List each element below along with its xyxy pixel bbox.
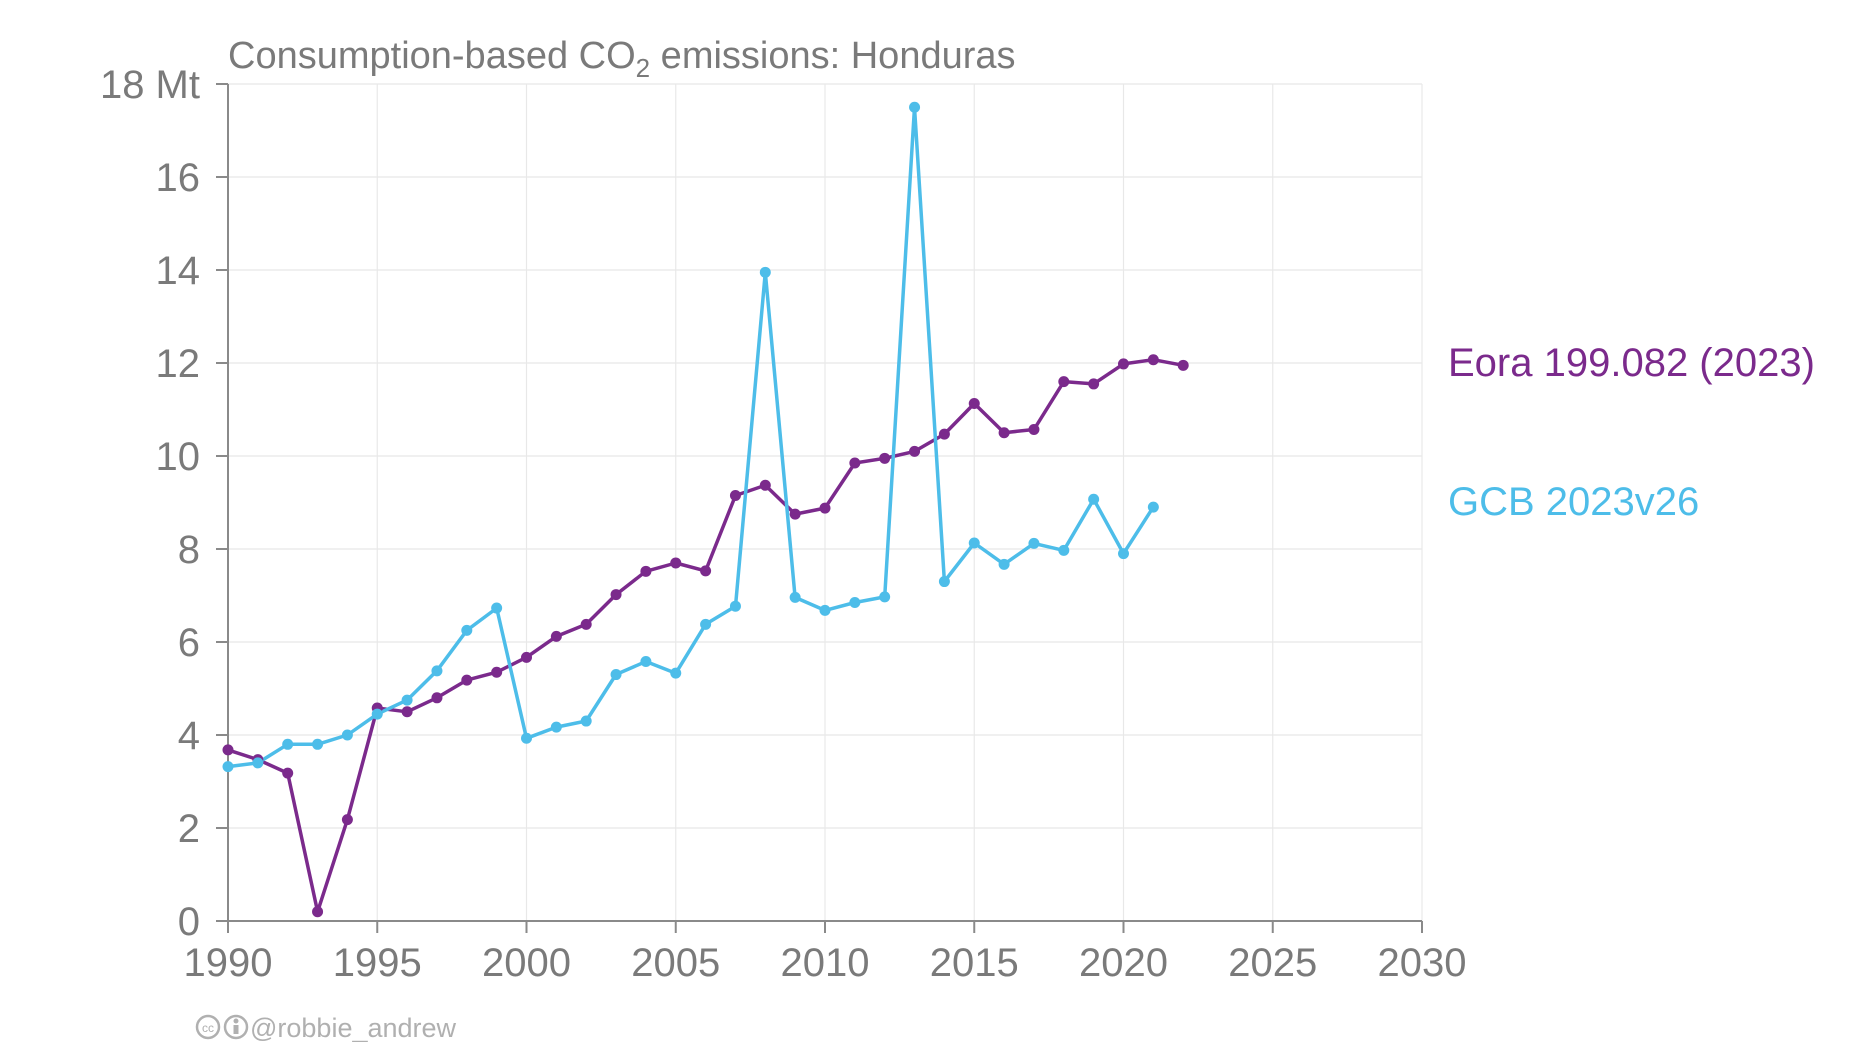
data-point [431, 692, 443, 704]
data-point [1147, 501, 1159, 513]
data-point [312, 738, 324, 750]
data-point [461, 624, 473, 636]
grid [228, 83, 1423, 921]
data-point [879, 452, 891, 464]
data-point [789, 591, 801, 603]
data-point [491, 666, 503, 678]
y-tick-label: 16 [156, 156, 201, 200]
data-point [968, 537, 980, 549]
data-point [1177, 359, 1189, 371]
data-point [401, 706, 413, 718]
data-point [700, 618, 712, 630]
series-label-gcb: GCB 2023v26 [1448, 480, 1699, 524]
data-point [341, 814, 353, 826]
x-tick-label: 1990 [184, 941, 273, 985]
data-point [1028, 537, 1040, 549]
data-point [521, 651, 532, 663]
cc-icon: cc [195, 1014, 221, 1040]
data-point [670, 557, 682, 569]
data-point [1118, 358, 1129, 370]
data-point [1028, 423, 1040, 435]
data-point [640, 656, 652, 668]
data-point [371, 708, 383, 720]
series-line-1 [227, 105, 1155, 769]
y-tick-label: 2 [178, 807, 200, 851]
data-point [1058, 544, 1070, 556]
chart-title: Consumption-based CO2 emissions: Hondura… [228, 35, 1016, 83]
data-point [580, 618, 592, 630]
y-tick-label: 6 [178, 621, 200, 665]
data-point [938, 576, 950, 588]
data-point [670, 667, 682, 679]
y-tick-label: 10 [156, 435, 201, 479]
data-point [819, 604, 831, 616]
data-point [282, 738, 294, 750]
data-point [849, 596, 861, 608]
data-point [1147, 354, 1159, 366]
data-point [222, 761, 234, 773]
x-tick-label: 2000 [482, 941, 571, 985]
series-points [222, 101, 1189, 918]
data-point [968, 397, 980, 409]
data-point [282, 767, 294, 779]
data-point [431, 665, 443, 677]
data-point [401, 694, 413, 706]
data-point [222, 744, 234, 756]
x-tick-label: 1995 [333, 941, 422, 985]
data-point [729, 490, 741, 502]
x-tick-label: 2005 [631, 941, 720, 985]
y-tick-label: 14 [156, 249, 201, 293]
data-point [1088, 378, 1100, 390]
data-point [998, 427, 1010, 439]
data-point [640, 565, 652, 577]
y-tick-label: 12 [156, 342, 201, 386]
data-point [580, 715, 592, 727]
series-lines [227, 105, 1184, 914]
data-point [341, 729, 353, 741]
data-point [729, 600, 741, 612]
data-point [909, 445, 921, 457]
data-point [700, 565, 712, 577]
data-point [252, 757, 264, 769]
data-point [998, 558, 1010, 570]
x-tick-label: 2015 [930, 941, 1019, 985]
credit: cc @robbie_andrew [195, 1013, 457, 1042]
data-point [759, 479, 771, 491]
series-label-eora: Eora 199.082 (2023) [1448, 341, 1815, 385]
data-point [759, 266, 771, 278]
data-point [1118, 548, 1129, 560]
svg-text:cc: cc [202, 1021, 214, 1035]
y-tick-label: 18 Mt [100, 63, 200, 107]
x-tick-labels: 1990 1995 2000 2005 2010 2015 2020 2025 2030 [184, 941, 1467, 985]
data-point [550, 721, 562, 733]
axes [216, 83, 1423, 933]
series-line-0 [227, 357, 1184, 914]
x-tick-label: 2025 [1228, 941, 1317, 985]
data-point [491, 602, 503, 614]
data-point [312, 906, 324, 918]
data-point [879, 591, 891, 603]
y-tick-label: 4 [178, 714, 200, 758]
data-point [819, 502, 831, 514]
y-tick-labels: 0 2 4 6 8 10 12 14 16 18 Mt [100, 63, 200, 944]
data-point [789, 508, 801, 520]
data-point [909, 101, 921, 113]
data-point [849, 457, 861, 469]
y-tick-label: 0 [178, 900, 200, 944]
data-point [938, 428, 950, 440]
data-point [521, 732, 532, 744]
credit-handle: @robbie_andrew [250, 1013, 457, 1042]
x-tick-label: 2030 [1378, 941, 1467, 985]
data-point [610, 589, 622, 601]
y-tick-label: 8 [178, 528, 200, 572]
data-point [461, 674, 473, 686]
data-point [610, 669, 622, 681]
data-point [550, 630, 562, 642]
x-tick-label: 2010 [781, 941, 870, 985]
data-point [1088, 493, 1100, 505]
attribution-icon [223, 1014, 249, 1040]
data-point [1058, 376, 1070, 388]
x-tick-label: 2020 [1079, 941, 1168, 985]
